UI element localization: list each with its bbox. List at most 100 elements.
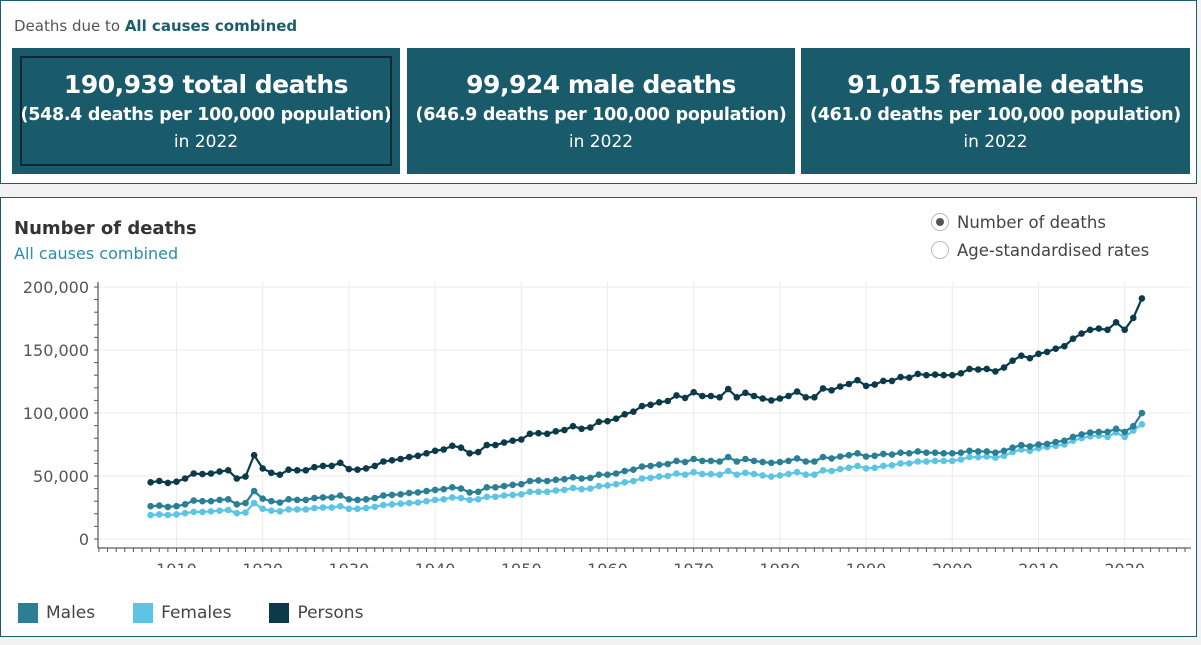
legend-item-males[interactable]: Males bbox=[18, 603, 95, 623]
data-point-females bbox=[716, 471, 723, 478]
total-deaths-card[interactable]: 190,939 total deaths (548.4 deaths per 1… bbox=[12, 48, 400, 174]
legend-item-females[interactable]: Females bbox=[133, 603, 231, 623]
data-point-females bbox=[518, 491, 525, 498]
summary-panel: Deaths due to All causes combined 190,93… bbox=[0, 0, 1197, 184]
data-point-females bbox=[776, 472, 784, 479]
data-point-persons bbox=[673, 392, 680, 399]
radio-unselected-icon[interactable] bbox=[931, 241, 949, 259]
data-point-males bbox=[483, 484, 491, 491]
y-tick-label: 0 bbox=[79, 530, 89, 549]
data-point-persons bbox=[518, 436, 525, 443]
data-point-males bbox=[836, 453, 844, 460]
data-point-males bbox=[1000, 447, 1008, 455]
data-point-females bbox=[759, 472, 766, 479]
data-point-females bbox=[147, 511, 154, 519]
legend-label-females: Females bbox=[161, 603, 232, 623]
data-point-females bbox=[397, 500, 404, 507]
option-age-standardised-rates[interactable]: Age-standardised rates bbox=[931, 236, 1149, 264]
option-number-of-deaths[interactable]: Number of deaths bbox=[931, 208, 1149, 236]
data-point-persons bbox=[621, 411, 628, 418]
y-tick-label: 100,000 bbox=[23, 404, 89, 423]
data-point-persons bbox=[604, 417, 611, 425]
data-point-females bbox=[354, 505, 361, 513]
data-point-females bbox=[440, 496, 448, 503]
x-tick-label: 1970 bbox=[673, 560, 714, 568]
data-point-persons bbox=[552, 428, 560, 435]
data-point-persons bbox=[897, 373, 904, 381]
data-point-persons bbox=[914, 370, 922, 378]
data-point-males bbox=[845, 451, 853, 459]
data-point-persons bbox=[1095, 325, 1103, 332]
summary-cause: All causes combined bbox=[124, 17, 298, 35]
data-point-females bbox=[750, 470, 758, 478]
data-point-males bbox=[328, 494, 336, 501]
data-point-females bbox=[587, 485, 594, 492]
data-point-persons bbox=[1104, 326, 1111, 334]
data-point-females bbox=[466, 496, 473, 504]
data-point-females bbox=[535, 488, 542, 496]
data-point-males bbox=[354, 496, 361, 504]
data-point-males bbox=[811, 458, 818, 465]
data-point-persons bbox=[785, 392, 792, 400]
data-point-males bbox=[423, 487, 430, 495]
data-point-persons bbox=[587, 424, 594, 431]
legend-item-persons[interactable]: Persons bbox=[269, 603, 363, 623]
data-point-males bbox=[931, 449, 939, 456]
data-point-persons bbox=[199, 470, 206, 478]
data-point-males bbox=[802, 458, 810, 465]
data-point-persons bbox=[337, 459, 344, 467]
data-point-males bbox=[664, 460, 672, 468]
data-point-females bbox=[302, 506, 310, 513]
data-point-males bbox=[1086, 429, 1094, 436]
data-point-persons bbox=[966, 365, 973, 373]
x-tick-label: 1910 bbox=[156, 560, 197, 568]
data-point-persons bbox=[423, 450, 430, 457]
data-point-females bbox=[595, 482, 603, 490]
radio-selected-icon[interactable] bbox=[931, 213, 949, 231]
data-point-males bbox=[716, 458, 723, 465]
data-point-persons bbox=[509, 437, 516, 444]
data-point-persons bbox=[1043, 348, 1051, 356]
data-point-males bbox=[276, 499, 284, 506]
data-point-females bbox=[793, 468, 801, 476]
data-point-persons bbox=[1026, 354, 1034, 362]
data-point-persons bbox=[147, 479, 154, 486]
data-point-males bbox=[371, 494, 379, 502]
data-point-males bbox=[319, 494, 327, 501]
data-point-females bbox=[328, 504, 336, 511]
female-deaths-card[interactable]: 91,015 female deaths (461.0 deaths per 1… bbox=[801, 48, 1190, 174]
data-point-females bbox=[190, 508, 197, 516]
data-point-females bbox=[1121, 433, 1128, 441]
data-point-females bbox=[974, 453, 982, 461]
data-point-persons bbox=[1061, 342, 1068, 350]
data-point-males bbox=[1043, 440, 1051, 448]
data-point-males bbox=[974, 448, 982, 455]
x-tick-label: 1920 bbox=[242, 560, 283, 568]
data-point-males bbox=[612, 470, 620, 477]
data-point-females bbox=[699, 470, 706, 478]
male-deaths-card[interactable]: 99,924 male deaths (646.9 deaths per 100… bbox=[407, 48, 795, 174]
data-point-females bbox=[664, 472, 672, 480]
data-point-males bbox=[768, 459, 775, 467]
data-point-females bbox=[638, 475, 646, 482]
data-point-males bbox=[1069, 433, 1077, 441]
data-point-males bbox=[440, 485, 448, 493]
data-point-persons bbox=[405, 453, 413, 461]
data-point-males bbox=[173, 502, 180, 510]
data-point-females bbox=[423, 497, 430, 505]
data-point-males bbox=[1104, 428, 1111, 436]
data-point-females bbox=[156, 511, 163, 518]
data-point-females bbox=[897, 460, 904, 467]
data-point-females bbox=[181, 509, 189, 517]
data-point-persons bbox=[949, 371, 956, 379]
data-point-males bbox=[983, 448, 991, 455]
data-point-males bbox=[457, 485, 465, 492]
data-point-persons bbox=[164, 479, 172, 487]
data-point-males bbox=[923, 449, 930, 456]
data-point-persons bbox=[578, 425, 585, 433]
data-point-persons bbox=[1052, 345, 1059, 352]
data-point-males bbox=[1018, 441, 1025, 449]
data-point-persons bbox=[380, 458, 387, 465]
data-point-persons bbox=[1130, 314, 1137, 322]
data-point-persons bbox=[449, 442, 456, 450]
